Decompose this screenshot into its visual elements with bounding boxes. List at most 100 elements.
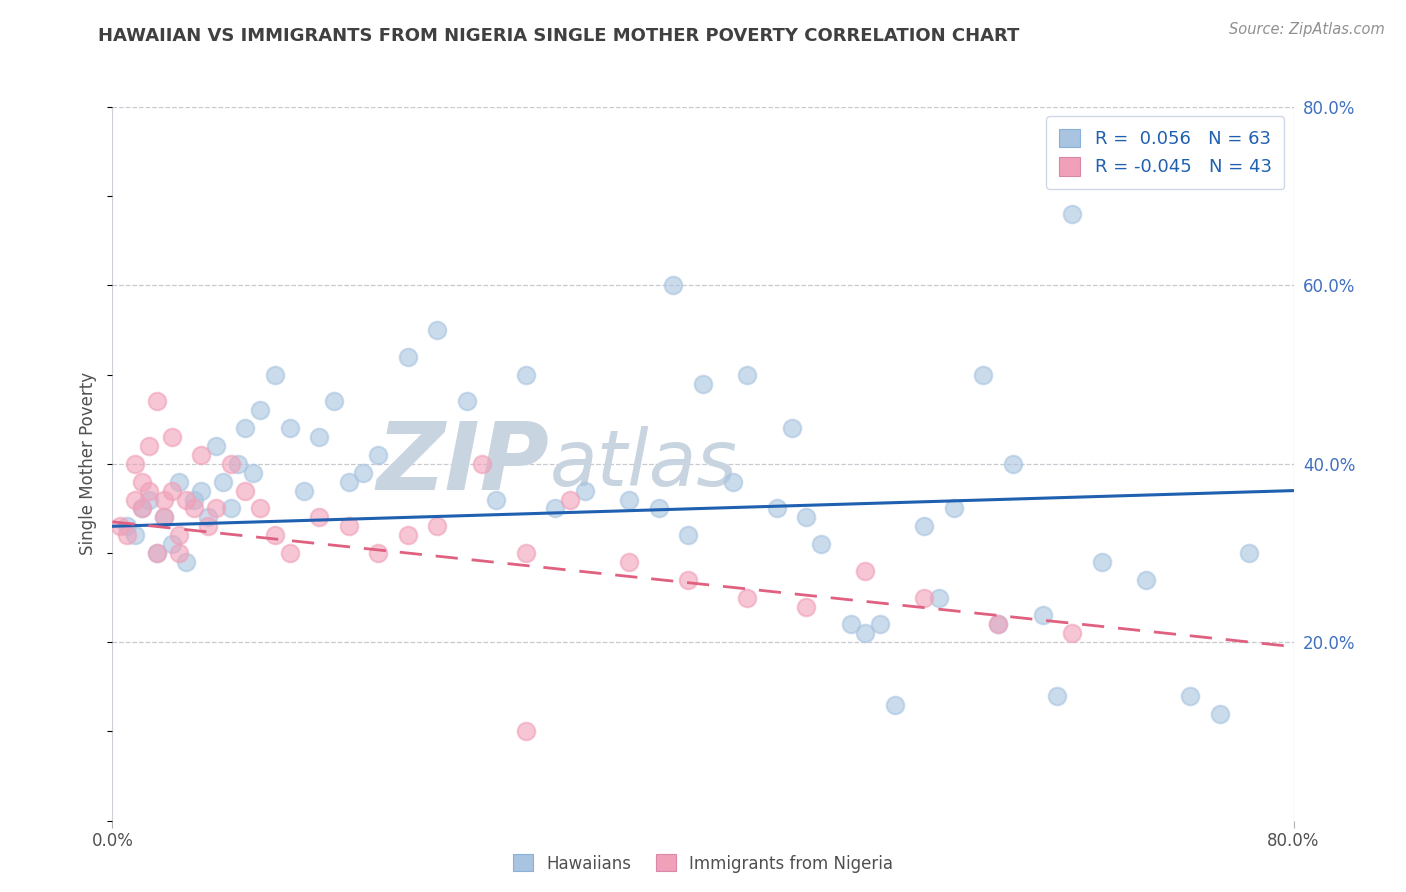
Point (174, 492, 197, 507)
Point (183, 501, 205, 516)
Point (558, 492, 582, 507)
Point (810, 537, 832, 551)
Point (869, 617, 891, 632)
Point (352, 466, 374, 480)
Point (131, 475, 153, 489)
Point (766, 501, 789, 516)
Point (197, 519, 219, 533)
Point (796, 510, 818, 524)
Point (1062, 207, 1084, 221)
Point (167, 528, 190, 542)
Point (1208, 706, 1232, 721)
Point (914, 519, 936, 533)
Point (264, 528, 287, 542)
Point (928, 591, 950, 605)
Point (205, 501, 228, 516)
Point (249, 403, 271, 417)
Point (1046, 689, 1069, 703)
Point (323, 394, 346, 409)
Point (619, 492, 641, 507)
Point (1062, 626, 1084, 640)
Point (138, 492, 160, 507)
Point (515, 368, 537, 382)
Point (780, 421, 803, 435)
Point (367, 546, 389, 560)
Point (205, 439, 228, 453)
Point (1135, 573, 1157, 587)
Point (1091, 555, 1114, 569)
Legend: Hawaiians, Immigrants from Nigeria: Hawaiians, Immigrants from Nigeria (506, 847, 900, 880)
Point (678, 528, 700, 542)
Text: atlas: atlas (550, 425, 737, 502)
Point (884, 698, 907, 712)
Point (987, 617, 1010, 632)
Point (264, 368, 287, 382)
Text: Source: ZipAtlas.com: Source: ZipAtlas.com (1229, 22, 1385, 37)
Text: HAWAIIAN VS IMMIGRANTS FROM NIGERIA SINGLE MOTHER POVERTY CORRELATION CHART: HAWAIIAN VS IMMIGRANTS FROM NIGERIA SING… (98, 27, 1019, 45)
Point (485, 492, 508, 507)
Point (249, 501, 271, 516)
Point (396, 528, 419, 542)
Point (242, 466, 264, 480)
Point (1001, 457, 1024, 471)
Point (153, 492, 176, 507)
Point (212, 475, 235, 489)
Point (337, 519, 360, 533)
Point (914, 591, 936, 605)
Point (619, 555, 641, 569)
Point (160, 483, 183, 498)
Point (233, 483, 256, 498)
Point (146, 546, 169, 560)
Point (426, 519, 449, 533)
Legend: R =  0.056   N = 63, R = -0.045   N = 43: R = 0.056 N = 63, R = -0.045 N = 43 (1046, 116, 1285, 189)
Point (662, 278, 685, 293)
Point (160, 430, 183, 444)
Point (544, 501, 567, 516)
Point (124, 457, 146, 471)
Point (855, 564, 877, 578)
Point (153, 510, 176, 524)
Point (839, 617, 862, 632)
Point (124, 528, 146, 542)
Point (1178, 689, 1201, 703)
Point (117, 519, 138, 533)
Point (219, 501, 242, 516)
Point (574, 483, 596, 498)
Point (233, 421, 256, 435)
Y-axis label: Single Mother Poverty: Single Mother Poverty (79, 372, 97, 556)
Point (146, 546, 169, 560)
Point (396, 350, 419, 364)
Point (367, 448, 389, 462)
Point (278, 546, 301, 560)
Point (190, 483, 212, 498)
Point (1032, 608, 1054, 623)
Point (337, 475, 360, 489)
Point (456, 394, 478, 409)
Point (647, 501, 671, 516)
Point (219, 457, 242, 471)
Point (426, 323, 449, 337)
Point (308, 510, 330, 524)
Point (515, 546, 537, 560)
Point (190, 448, 212, 462)
Point (167, 546, 190, 560)
Point (138, 483, 160, 498)
Point (292, 483, 315, 498)
Point (1239, 546, 1261, 560)
Point (160, 537, 183, 551)
Point (138, 439, 160, 453)
Point (855, 626, 877, 640)
Point (942, 501, 965, 516)
Point (678, 573, 700, 587)
Point (153, 510, 176, 524)
Point (108, 519, 131, 533)
Point (197, 510, 219, 524)
Point (796, 599, 818, 614)
Point (124, 492, 146, 507)
Point (131, 501, 153, 516)
Point (167, 475, 190, 489)
Point (226, 457, 249, 471)
Point (117, 528, 138, 542)
Point (146, 394, 169, 409)
Point (174, 555, 197, 569)
